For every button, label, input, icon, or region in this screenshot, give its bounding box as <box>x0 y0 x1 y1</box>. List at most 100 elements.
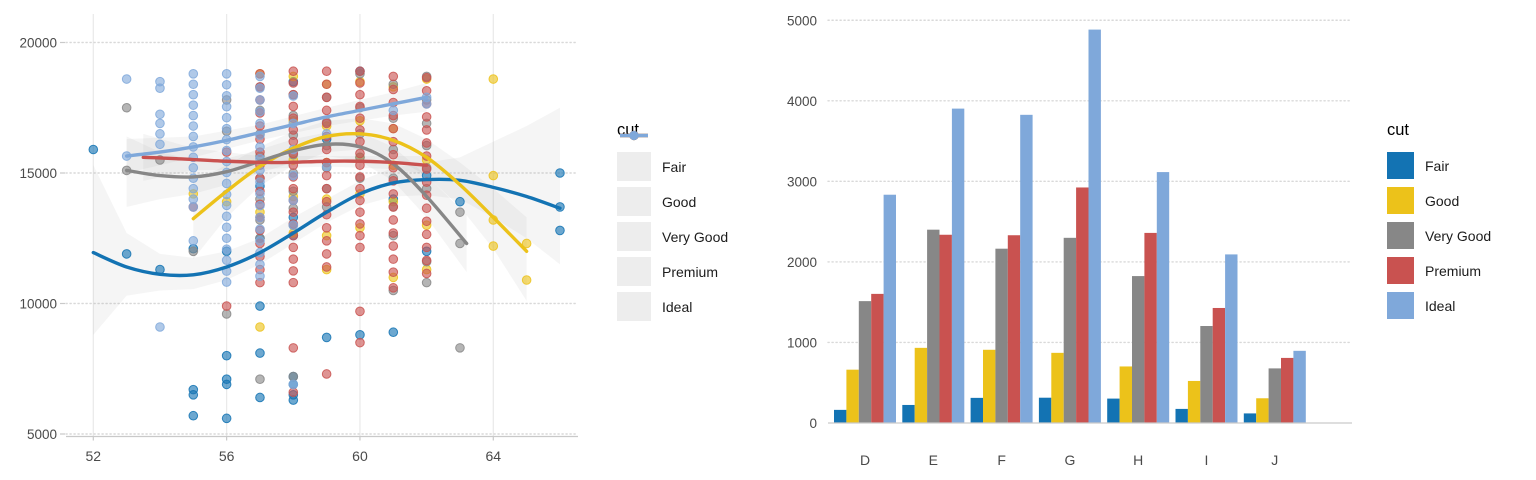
svg-text:3000: 3000 <box>787 174 817 189</box>
bar-F-very-good <box>995 248 1008 423</box>
bar-I-good <box>1187 380 1201 423</box>
bar-group-G <box>1038 29 1101 423</box>
bar-G-premium <box>1076 187 1089 423</box>
svg-text:56: 56 <box>219 448 235 464</box>
bar-H-very-good <box>1132 276 1145 423</box>
bar-H-ideal <box>1156 172 1170 423</box>
legend-label-premium: Premium <box>662 263 719 280</box>
color-swatch-premium <box>1387 257 1414 284</box>
bar-G-very-good <box>1063 237 1077 423</box>
svg-text:H: H <box>1133 452 1143 468</box>
legend-label-ideal: Ideal <box>662 298 693 315</box>
legend-label-premium: Premium <box>1425 262 1482 279</box>
svg-text:10000: 10000 <box>19 297 57 312</box>
svg-text:E: E <box>929 452 938 468</box>
scatter-legend: cut Fair Good Very Good Premium Ideal <box>617 121 728 327</box>
svg-text:I: I <box>1205 452 1209 468</box>
legend-item-good: Good <box>1387 187 1491 214</box>
bar-legend-rows: Fair Good Very Good Premium Ideal <box>1387 152 1491 319</box>
bar-E-fair <box>902 404 915 423</box>
svg-text:J: J <box>1271 452 1278 468</box>
svg-text:20000: 20000 <box>19 36 57 51</box>
bar-J-very-good <box>1268 368 1281 423</box>
color-swatch-good <box>1387 187 1414 214</box>
bar-group-J <box>1243 350 1306 423</box>
bar-legend: cut Fair Good Very Good Premium Ideal <box>1387 121 1491 327</box>
legend-item-fair: Fair <box>617 130 728 181</box>
legend-item-good: Good <box>617 130 728 216</box>
legend-label-fair: Fair <box>662 158 687 175</box>
bar-F-premium <box>1007 235 1021 423</box>
svg-text:0: 0 <box>809 416 817 431</box>
color-swatch-fair <box>1387 152 1414 179</box>
svg-text:5000: 5000 <box>27 427 57 442</box>
bar-I-premium <box>1212 307 1226 423</box>
band-fair <box>93 107 560 335</box>
bar-D-fair <box>834 409 847 423</box>
line-point-key-good <box>617 130 651 216</box>
line-point-key-fair <box>617 130 651 181</box>
legend-label-very-good: Very Good <box>662 228 729 245</box>
bar-J-premium <box>1281 357 1294 423</box>
band-premium <box>143 133 427 181</box>
legend-item-premium: Premium <box>617 130 728 286</box>
bar-H-premium <box>1144 232 1157 423</box>
svg-text:F: F <box>997 452 1006 468</box>
bar-group-I <box>1175 254 1238 423</box>
svg-text:D: D <box>860 452 870 468</box>
bar-legend-title: cut <box>1387 121 1410 139</box>
bar-I-ideal <box>1225 254 1238 423</box>
line-point-key-premium <box>617 130 651 286</box>
bar-F-ideal <box>1020 114 1033 423</box>
bars <box>834 29 1306 424</box>
legend-item-fair: Fair <box>1387 152 1491 179</box>
legend-label-good: Good <box>662 193 697 210</box>
svg-text:G: G <box>1064 452 1075 468</box>
bar-F-good <box>983 349 996 423</box>
bar-I-very-good <box>1200 326 1213 423</box>
smooth-ideal <box>124 95 429 158</box>
bar-D-ideal <box>883 194 896 423</box>
legend-glyph-svg <box>620 130 648 141</box>
svg-text:2000: 2000 <box>787 255 817 270</box>
svg-text:64: 64 <box>486 448 502 464</box>
bar-group-H <box>1107 172 1170 423</box>
bar-J-good <box>1256 398 1269 423</box>
bar-H-good <box>1119 366 1132 423</box>
svg-text:5000: 5000 <box>787 13 817 28</box>
bar-D-premium <box>871 293 884 423</box>
scatter-legend-rows: Fair Good Very Good Premium Ideal <box>617 130 729 321</box>
legend-label-good: Good <box>1425 192 1460 209</box>
smooth-premium <box>141 155 429 167</box>
svg-text:15000: 15000 <box>19 166 57 181</box>
scatter-axes: 52 56 60 64 5000 10000 15000 20000 <box>19 36 578 464</box>
legend-item-ideal: Ideal <box>1387 292 1491 319</box>
legend-item-ideal: Ideal <box>617 130 728 321</box>
bar-axes: 0 1000 2000 3000 4000 5000 D E F G H I J <box>787 13 1352 468</box>
bar-E-good <box>914 347 928 423</box>
legend-item-very-good: Very Good <box>617 130 729 251</box>
bar-E-very-good <box>927 229 940 423</box>
bar-group-F <box>970 114 1033 423</box>
legend-item-very-good: Very Good <box>1387 222 1491 249</box>
bar-J-ideal <box>1293 350 1306 423</box>
bar-D-very-good <box>858 301 872 423</box>
svg-text:60: 60 <box>352 448 368 464</box>
band-very-good <box>126 132 467 273</box>
svg-text:52: 52 <box>86 448 102 464</box>
bar-E-premium <box>939 234 952 423</box>
bar-H-fair <box>1107 398 1120 423</box>
smooth-good <box>191 131 529 253</box>
bar-G-ideal <box>1088 29 1101 423</box>
smooth-very-good <box>124 142 469 246</box>
bar-gridlines <box>827 19 1353 344</box>
bar-D-good <box>846 369 859 423</box>
line-point-key-ideal <box>617 130 651 321</box>
bar-group-E <box>902 108 965 424</box>
color-swatch-ideal <box>1387 292 1414 319</box>
smooth-lines <box>91 95 562 278</box>
legend-item-premium: Premium <box>1387 257 1491 284</box>
bar-G-good <box>1051 352 1064 423</box>
